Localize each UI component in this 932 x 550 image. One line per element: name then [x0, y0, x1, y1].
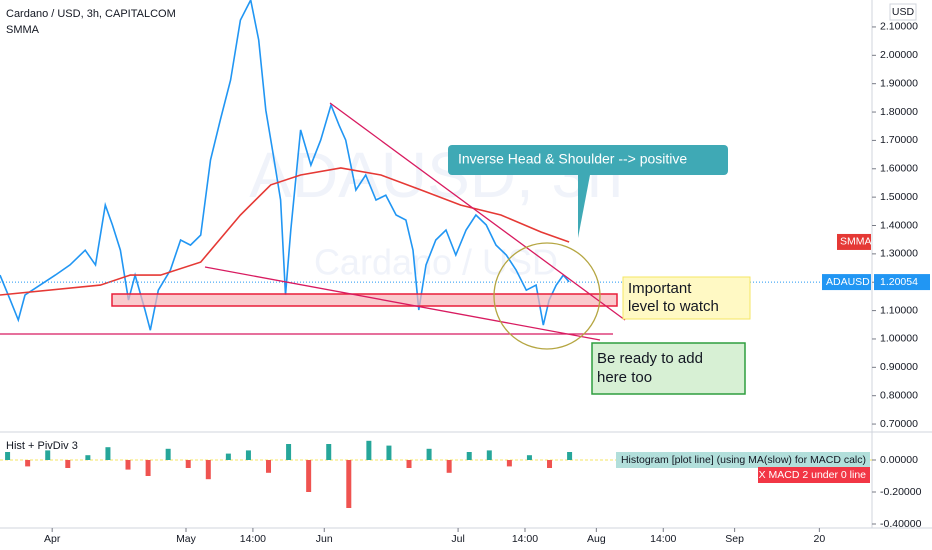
highlight-circle — [493, 242, 601, 350]
indicator-label: X MACD 2 under 0 line — [759, 469, 867, 481]
x-tick-label: Sep — [725, 533, 744, 545]
series-tag — [822, 274, 871, 291]
histogram-bar — [406, 460, 412, 468]
series-tag-label: SMMA — [840, 236, 872, 248]
chart-title: Cardano / USD, 3h, CAPITALCOM — [6, 8, 176, 20]
level-zone — [111, 293, 618, 307]
watermark-name: Cardano / USD — [314, 242, 558, 283]
y-tick-label: 0.70000 — [880, 418, 918, 430]
note-box — [591, 342, 746, 395]
callout-text: Inverse Head & Shoulder --> positive — [458, 151, 687, 167]
y-tick-label: 0.80000 — [880, 389, 918, 401]
y-tick-label: -0.20000 — [880, 486, 922, 498]
histogram-bar — [426, 448, 432, 460]
note-text: level to watch — [628, 298, 719, 315]
smma-line — [0, 167, 570, 296]
histogram-bar — [386, 445, 392, 460]
drawings: Inverse Head & Shoulder --> positive Imp… — [0, 102, 751, 395]
histogram-bar — [205, 460, 211, 480]
y-tick-label: 1.10000 — [880, 304, 918, 316]
histogram-bar — [547, 460, 553, 468]
histogram-bar — [145, 460, 151, 476]
x-tick-label: Jun — [316, 533, 333, 545]
unit-label: USD — [892, 6, 915, 18]
x-tick-label: 20 — [814, 533, 826, 545]
price-line — [0, 0, 570, 331]
histogram-bar — [5, 452, 11, 460]
legend-item: SMMA — [6, 24, 40, 36]
y-tick-label: 2.10000 — [880, 21, 918, 33]
histogram-bar — [45, 450, 51, 460]
indicator-label-box — [616, 452, 870, 468]
y-tick-label: 1.30000 — [880, 248, 918, 260]
y-tick-label: 1.50000 — [880, 191, 918, 203]
y-tick-label: 1.40000 — [880, 219, 918, 231]
histogram-bar — [326, 444, 332, 460]
unit-box — [889, 3, 917, 21]
callout-pointer — [578, 175, 590, 238]
histogram-bar — [466, 452, 472, 460]
histogram-bar — [446, 460, 452, 473]
series-tag — [837, 233, 871, 250]
histogram-bar — [486, 450, 492, 460]
y-tick-label: 2.00000 — [880, 49, 918, 61]
histogram-bar — [266, 460, 272, 473]
indicator-title: Hist + PivDiv 3 — [6, 440, 78, 452]
y-tick-label: -0.40000 — [880, 518, 922, 530]
y-tick-label: 1.00000 — [880, 333, 918, 345]
price-tag-label: 1.20054 — [880, 276, 918, 288]
trend-line — [329, 102, 626, 321]
y-tick-label: 1.80000 — [880, 106, 918, 118]
x-tick-label: 14:00 — [240, 533, 266, 545]
indicator-label-box — [758, 467, 870, 483]
histogram-bar — [526, 455, 532, 460]
indicator-label: Histogram [plot line] (using MA(slow) fo… — [621, 454, 866, 466]
histogram-bar — [346, 460, 352, 508]
histogram-bar — [25, 460, 31, 467]
x-tick-label: Aug — [587, 533, 606, 545]
note-text: Important — [628, 280, 692, 297]
histogram-bar — [225, 453, 231, 460]
note-box — [622, 276, 751, 320]
histogram-bar — [65, 460, 71, 468]
y-tick-label: 1.70000 — [880, 134, 918, 146]
histogram-bar — [105, 447, 111, 460]
series-tag-label: ADAUSD — [826, 276, 870, 288]
histogram-bar — [85, 455, 91, 460]
x-tick-label: Jul — [451, 533, 464, 545]
y-tick-label: 1.60000 — [880, 163, 918, 175]
histogram-bar — [567, 452, 573, 460]
histogram-bar — [165, 448, 171, 460]
y-tick-label: 0.90000 — [880, 361, 918, 373]
note-text: here too — [597, 369, 652, 386]
histogram-bar — [366, 440, 372, 460]
histogram-bar — [245, 450, 251, 460]
histogram-bar — [306, 460, 312, 492]
histogram-bar — [125, 460, 131, 470]
x-tick-label: Apr — [44, 533, 61, 545]
trend-line — [204, 266, 601, 341]
histogram-bar — [506, 460, 512, 467]
price-tag — [874, 274, 930, 291]
histogram-bar — [286, 444, 292, 460]
x-tick-label: 14:00 — [650, 533, 676, 545]
note-text: Be ready to add — [597, 350, 703, 367]
histogram-bar — [185, 460, 191, 468]
x-tick-label: 14:00 — [512, 533, 538, 545]
y-tick-label: 1.90000 — [880, 77, 918, 89]
callout-box — [448, 145, 728, 175]
plot — [0, 0, 872, 508]
x-tick-label: May — [176, 533, 197, 545]
y-tick-label: 0.00000 — [880, 454, 918, 466]
